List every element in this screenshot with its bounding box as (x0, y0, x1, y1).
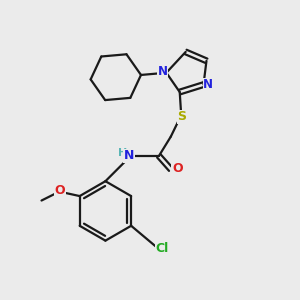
Text: O: O (55, 184, 65, 197)
Text: N: N (158, 65, 168, 78)
Text: O: O (172, 162, 183, 175)
Text: Cl: Cl (156, 242, 169, 255)
Text: H: H (118, 148, 127, 158)
Text: S: S (177, 110, 186, 123)
Text: N: N (203, 78, 213, 91)
Text: N: N (124, 149, 134, 162)
